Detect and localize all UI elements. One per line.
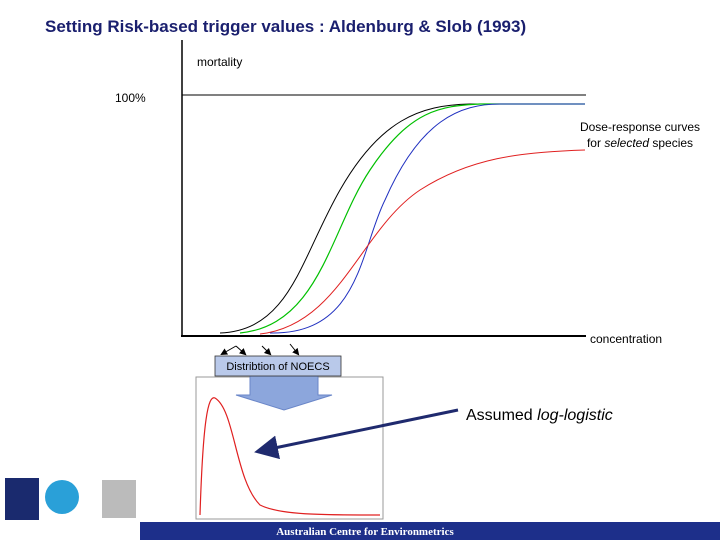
curves-note-line1: Dose-response curves (580, 120, 700, 134)
y-axis-label: mortality (197, 55, 242, 69)
curves-note-part: species (652, 136, 693, 150)
pointer-arrow (220, 345, 237, 355)
curve-black (219, 103, 585, 334)
logo-melbourne-grey (102, 480, 136, 518)
curve-red (259, 149, 586, 335)
curve-blue (269, 103, 585, 334)
assumed-part: log-logistic (537, 407, 613, 424)
pointer-arrow (289, 343, 300, 356)
assumed-part: Assumed (466, 407, 533, 424)
x-axis-label: concentration (590, 332, 662, 346)
distribution-label: Distribtion of NOECS (226, 361, 329, 373)
logo-melbourne (5, 478, 39, 520)
curve-green (239, 103, 585, 334)
footer-text: Australian Centre for Environmetrics (276, 526, 454, 538)
slide-title: Setting Risk-based trigger values : Alde… (45, 17, 526, 36)
footer-bar (140, 522, 720, 540)
top-label: 100% (115, 91, 146, 105)
inset-density (199, 397, 381, 516)
curves-note-part: selected (604, 136, 649, 150)
assumed-note: Assumed log-logistic (466, 407, 613, 424)
curves-note-line2: for selected species (587, 136, 693, 150)
curves-note-part: for (587, 136, 601, 150)
pointer-arrow (261, 345, 272, 356)
pointer-arrow (235, 345, 247, 356)
block-arrow (235, 375, 333, 411)
note-arrow (254, 408, 459, 460)
logo-csiro (45, 480, 79, 514)
distribution-box (214, 355, 342, 377)
